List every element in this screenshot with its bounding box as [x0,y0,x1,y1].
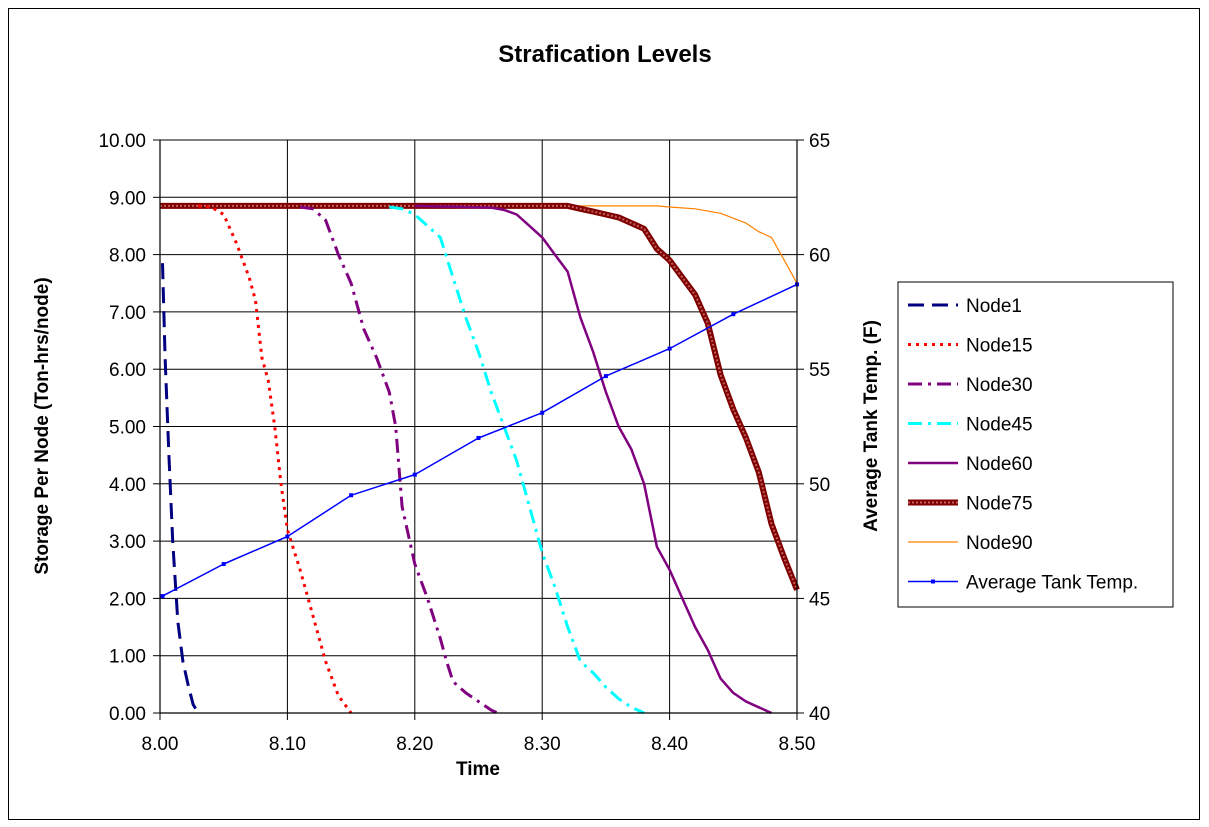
series-line-node45 [389,205,645,715]
series-line-node15 [198,204,353,714]
legend-label: Node30 [966,375,1033,396]
x-tick-label: 8.30 [524,734,561,755]
legend-box [897,281,1174,608]
chart-frame [8,8,1200,820]
series-line-node75-inner [160,204,798,591]
series-line-node90 [160,205,798,284]
y-tick-label: 8.00 [109,246,146,267]
y-tick-label: 10.00 [98,131,146,152]
y-axis-label: Storage Per Node (Ton-hrs/node) [32,277,53,574]
series-point [603,374,608,379]
series-layer [160,202,800,715]
x-tick-label: 8.10 [269,734,306,755]
legend-label: Node75 [966,494,1033,515]
x-tick-label: 8.20 [396,734,433,755]
series-point [160,594,165,599]
y-tick-label: 6.00 [109,360,146,381]
series-line-node1 [161,263,200,714]
x-tick-label: 8.00 [142,734,179,755]
series-point [667,346,672,351]
y-tick-label: 9.00 [109,188,146,209]
legend-label: Node90 [966,533,1033,554]
series-point [221,562,226,567]
y-tick-label: 1.00 [109,647,146,668]
series-line-node30 [299,205,499,715]
x-tick-label: 8.50 [779,734,816,755]
y-tick-label: 7.00 [109,303,146,324]
series-line-node60 [414,204,773,715]
legend-label: Node60 [966,454,1033,475]
x-axis-label: Time [456,759,500,780]
y2-tick-label: 55 [809,360,830,381]
y2-axis-label: Average Tank Temp. (F) [861,320,882,532]
y-tick-label: 0.00 [109,704,146,725]
series-point [349,493,354,498]
y2-tick-label: 60 [809,246,830,267]
chart-title: Strafication Levels [498,41,711,68]
legend-label: Node1 [966,296,1022,317]
legend-marker [931,579,935,584]
y2-tick-label: 40 [809,704,830,725]
legend-label: Average Tank Temp. [966,573,1138,594]
y2-tick-label: 45 [809,589,830,610]
series-point [285,534,290,539]
axes: 0.00 1.00 2.00 3.00 4.00 5.00 6.00 7.00 8.00 9.00… [98,131,830,755]
y-tick-label: 5.00 [109,418,146,439]
series-point [731,312,736,317]
series-point [540,410,545,415]
y-tick-label: 3.00 [109,532,146,553]
legend-label: Node15 [966,336,1033,357]
series-point [476,435,481,440]
y-tick-label: 2.00 [109,589,146,610]
y2-tick-label: 65 [809,131,830,152]
y-tick-label: 4.00 [109,475,146,496]
y2-tick-label: 50 [809,475,830,496]
x-tick-label: 8.40 [651,734,688,755]
series-point [412,472,417,477]
legend-label: Node45 [966,415,1033,436]
legend: Node1 Node15 Node30 Node45 Node60 Node75 Node9… [908,296,1138,594]
